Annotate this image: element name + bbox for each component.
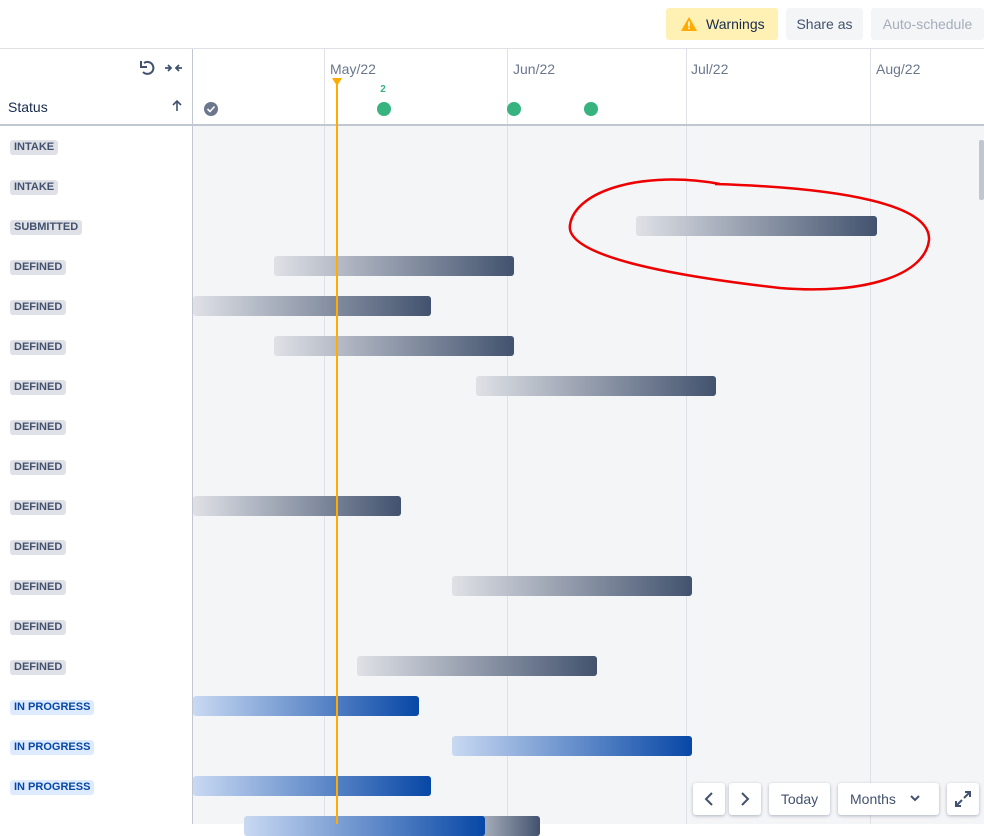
- month-line: [324, 49, 325, 824]
- status-pill: IN PROGRESS: [10, 700, 95, 715]
- month-label: Jul/22: [691, 61, 729, 77]
- fullscreen-button[interactable]: [947, 783, 979, 815]
- task-bar: [357, 656, 597, 676]
- month-line: [686, 49, 687, 824]
- month-line: [507, 49, 508, 824]
- expand-icon: [955, 791, 971, 807]
- status-pill: DEFINED: [10, 460, 67, 475]
- dropdown-icon: [910, 795, 920, 802]
- milestone-count: 2: [380, 84, 386, 95]
- today-button[interactable]: Today: [769, 783, 830, 815]
- months-label: Months: [850, 791, 896, 807]
- task-bar: [636, 216, 877, 236]
- status-pill: SUBMITTED: [10, 220, 83, 235]
- warnings-label: Warnings: [706, 16, 765, 32]
- prev-button[interactable]: [693, 783, 725, 815]
- divider: [0, 48, 984, 49]
- status-pill: DEFINED: [10, 340, 67, 355]
- status-pill: DEFINED: [10, 500, 67, 515]
- today-marker: [332, 78, 342, 86]
- status-pill: DEFINED: [10, 580, 67, 595]
- status-pill: IN PROGRESS: [10, 780, 95, 795]
- milestone: [377, 102, 391, 116]
- status-pill: DEFINED: [10, 260, 67, 275]
- status-pill: DEFINED: [10, 660, 67, 675]
- milestone: [507, 102, 521, 116]
- status-pill: DEFINED: [10, 420, 67, 435]
- status-pill: IN PROGRESS: [10, 740, 95, 755]
- status-header: Status: [8, 99, 48, 115]
- status-pill: DEFINED: [10, 380, 67, 395]
- month-label: Aug/22: [876, 61, 921, 77]
- month-label: Jun/22: [513, 61, 556, 77]
- left-column: [0, 49, 193, 824]
- month-label: May/22: [330, 61, 376, 77]
- today-line: [336, 80, 338, 824]
- task-bar: [274, 336, 514, 356]
- sort-icon[interactable]: [171, 99, 183, 113]
- milestone: [584, 102, 598, 116]
- task-bar: [452, 576, 692, 596]
- warnings-button[interactable]: Warnings: [666, 8, 778, 40]
- task-bar: [193, 776, 431, 796]
- task-bar: [274, 256, 514, 276]
- task-bar: [193, 696, 419, 716]
- warning-icon: [681, 17, 697, 31]
- header-divider: [0, 124, 984, 126]
- task-bar: [193, 296, 431, 316]
- status-pill: INTAKE: [10, 180, 59, 195]
- task-bar: [193, 496, 401, 516]
- chevron-left: [704, 792, 713, 806]
- overlay: 2: [204, 84, 984, 200]
- status-pill: DEFINED: [10, 540, 67, 555]
- scrollbar: [979, 140, 984, 200]
- task-bar: [476, 376, 716, 396]
- chevron-right: [741, 792, 750, 806]
- months-button[interactable]: Months: [838, 783, 939, 815]
- header-icons[interactable]: [138, 58, 186, 78]
- milestone-done: [204, 102, 218, 116]
- status-pill: INTAKE: [10, 140, 59, 155]
- month-line: [870, 49, 871, 824]
- task-bar: [244, 816, 485, 836]
- auto-schedule-button[interactable]: Auto-schedule: [871, 8, 984, 40]
- share-button[interactable]: Share as: [786, 8, 863, 40]
- status-pill: DEFINED: [10, 300, 67, 315]
- task-bar: [452, 736, 692, 756]
- annotation-circle: [568, 178, 931, 291]
- next-button[interactable]: [729, 783, 761, 815]
- status-pill: DEFINED: [10, 620, 67, 635]
